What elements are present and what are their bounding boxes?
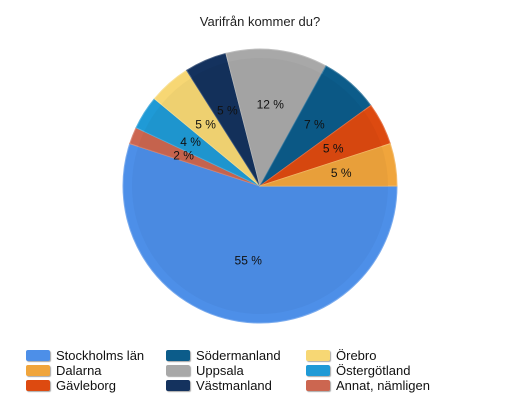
pie-slice-shade — [161, 77, 260, 186]
slice-label-v-stmanland: 5 % — [217, 104, 238, 118]
legend-item: Stockholms län — [26, 348, 166, 363]
chart-title: Varifrån kommer du? — [199, 14, 321, 29]
slice-label-stockholms-l-n: 55 % — [235, 253, 263, 267]
legend-item: Annat, nämligen — [306, 378, 446, 393]
slice-label--rebro: 5 % — [195, 117, 216, 131]
pie-slice-shade — [260, 110, 382, 186]
legend-swatch — [306, 365, 330, 376]
slice-label-annat-n-mligen: 2 % — [173, 149, 194, 163]
pie-slice-shade — [144, 104, 260, 186]
pie-slice-shade — [191, 62, 260, 186]
pie-slice-shade — [228, 57, 322, 186]
legend-item: Uppsala — [166, 363, 306, 378]
pie-slice-shade — [260, 146, 388, 186]
legend-label: Uppsala — [196, 363, 244, 378]
slice-label--sterg-tland: 4 % — [180, 135, 201, 149]
legend-item: Dalarna — [26, 363, 166, 378]
legend-item: Gävleborg — [26, 378, 166, 393]
legend-item: Västmanland — [166, 378, 306, 393]
pie-slice-shade — [260, 73, 364, 186]
legend-swatch — [166, 380, 190, 391]
legend-label: Södermanland — [196, 348, 281, 363]
legend-swatch — [26, 380, 50, 391]
legend-swatch — [306, 380, 330, 391]
pie-slice-shade — [131, 146, 388, 314]
legend-swatch — [26, 365, 50, 376]
pie-slice-shade — [138, 131, 260, 186]
legend: Stockholms län Södermanland Örebro Dalarna U… — [26, 348, 506, 393]
legend-swatch — [306, 350, 330, 361]
pie-chart: 55 %2 %4 %5 %5 % 12 %7 %5 %5 % — [122, 48, 398, 324]
slice-label-uppsala: 12 % — [257, 97, 285, 111]
legend-label: Annat, nämligen — [336, 378, 430, 393]
legend-item: Södermanland — [166, 348, 306, 363]
legend-label: Dalarna — [56, 363, 102, 378]
legend-swatch — [166, 365, 190, 376]
legend-label: Örebro — [336, 348, 377, 363]
legend-label: Stockholms län — [56, 348, 145, 363]
slice-label-dalarna: 5 % — [331, 166, 352, 180]
legend-swatch — [166, 350, 190, 361]
slice-label-s-dermanland: 7 % — [304, 117, 325, 131]
legend-label: Gävleborg — [56, 378, 116, 393]
legend-label: Östergötland — [336, 363, 411, 378]
slice-label-g-vleborg: 5 % — [323, 142, 344, 156]
legend-item: Örebro — [306, 348, 446, 363]
legend-label: Västmanland — [196, 378, 272, 393]
legend-swatch — [26, 350, 50, 361]
legend-item: Östergötland — [306, 363, 446, 378]
